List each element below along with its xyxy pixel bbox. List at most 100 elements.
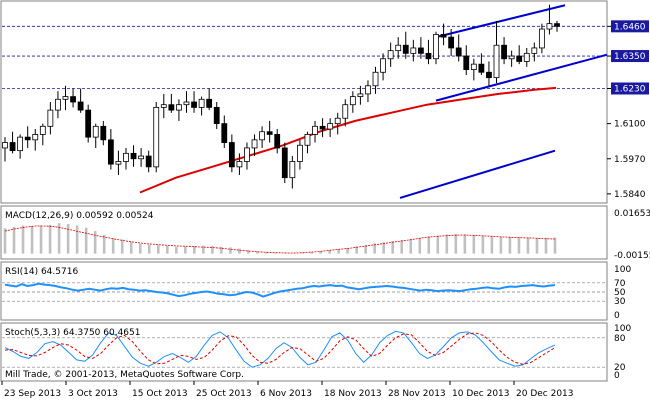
candle-body [274, 134, 281, 149]
candle [32, 129, 39, 151]
macd-bar [39, 225, 43, 254]
candle-body [251, 139, 258, 149]
candle [160, 93, 167, 119]
candle-body [100, 125, 107, 141]
copyright-text: Mill Trade, © 2001-2013, MetaQuotes Soft… [5, 370, 244, 380]
candle-body [191, 101, 197, 108]
candle-body [39, 125, 46, 135]
candle-body [334, 117, 341, 125]
macd-bar [102, 235, 106, 254]
candle [417, 37, 424, 59]
candle [508, 50, 515, 67]
macd-bar [30, 225, 34, 254]
candle-body [9, 142, 16, 152]
candle-body [327, 123, 334, 130]
candle-body [448, 36, 455, 49]
price-tick-label: 1.5840 [614, 190, 646, 200]
stoch-tick-label: 80 [614, 334, 626, 344]
candle [455, 34, 462, 62]
macd-panel [0, 205, 608, 260]
macd-bar [310, 252, 313, 254]
candle-body [523, 52, 530, 62]
candle-body [402, 44, 409, 54]
macd-bar [490, 236, 494, 254]
macd-bar [111, 238, 115, 254]
candle [123, 147, 129, 170]
price-tag [611, 20, 649, 33]
candle [130, 145, 137, 167]
macd-bar [355, 246, 358, 254]
candle [304, 131, 311, 154]
candle [100, 120, 107, 146]
macd-tick-label: 0.01653 [614, 209, 650, 219]
time-tick-label: 10 Dec 2013 [452, 389, 510, 399]
candle [334, 112, 341, 135]
rsi-tick-label: 50 [614, 288, 626, 298]
candle [387, 42, 394, 67]
macd-bar [57, 223, 61, 254]
candle [433, 31, 439, 65]
candle-body [55, 98, 61, 111]
candle-body [168, 104, 175, 111]
macd-bar [472, 235, 476, 254]
candle [62, 85, 69, 111]
candle [395, 37, 402, 59]
candle-body [463, 55, 470, 70]
candle [145, 150, 152, 173]
candle [402, 31, 409, 59]
candle [410, 39, 417, 62]
macd-bar [328, 250, 331, 254]
macd-bar [147, 244, 151, 254]
macd-bar [175, 246, 178, 254]
candle-body [123, 152, 129, 162]
channel-middle-line [435, 53, 608, 102]
rsi-tick-label: 30 [614, 297, 626, 307]
candle [70, 88, 76, 108]
macd-tick-label: -0.00155 [614, 251, 650, 261]
candle [236, 153, 243, 175]
candle-body [486, 71, 492, 79]
macd-bar [21, 225, 25, 254]
candle [85, 104, 92, 143]
macd-bar [238, 248, 241, 254]
candle-body [365, 85, 371, 95]
candle-body [478, 63, 485, 73]
channel-upper-line [435, 4, 566, 39]
candle [470, 58, 477, 81]
price-tick-label: 1.6100 [614, 120, 646, 130]
macd-bar [301, 253, 304, 254]
price-level-lines [2, 25, 607, 89]
candle [107, 129, 114, 170]
candle [47, 102, 54, 135]
candle-body [198, 98, 205, 108]
candle-body [289, 161, 296, 179]
candle [198, 96, 205, 116]
candle [297, 139, 303, 170]
candle-body [395, 44, 402, 52]
stoch-k-line [4, 330, 556, 368]
candle [486, 61, 492, 86]
candle-body [213, 107, 220, 125]
channel-lower-line [399, 149, 556, 199]
candle-body [228, 142, 235, 168]
macd-bar [247, 250, 250, 254]
candle-body [304, 134, 311, 146]
candle-body [130, 152, 137, 160]
candle-body [259, 131, 265, 141]
candle-body [153, 107, 160, 168]
rsi-tick-label: 70 [614, 279, 626, 289]
stoch-panel [0, 322, 608, 382]
candle [349, 91, 356, 113]
candle-body [221, 123, 228, 143]
macd-bar [138, 243, 142, 254]
candle-body [236, 161, 243, 168]
macd-bar [265, 252, 268, 254]
macd-bar [526, 237, 530, 254]
candle-body [357, 93, 364, 97]
candle [380, 53, 386, 81]
candle-body [319, 125, 326, 130]
macd-bar [129, 241, 133, 254]
macd-bar [156, 245, 160, 254]
candle [168, 93, 175, 113]
macd-bar [544, 237, 548, 254]
